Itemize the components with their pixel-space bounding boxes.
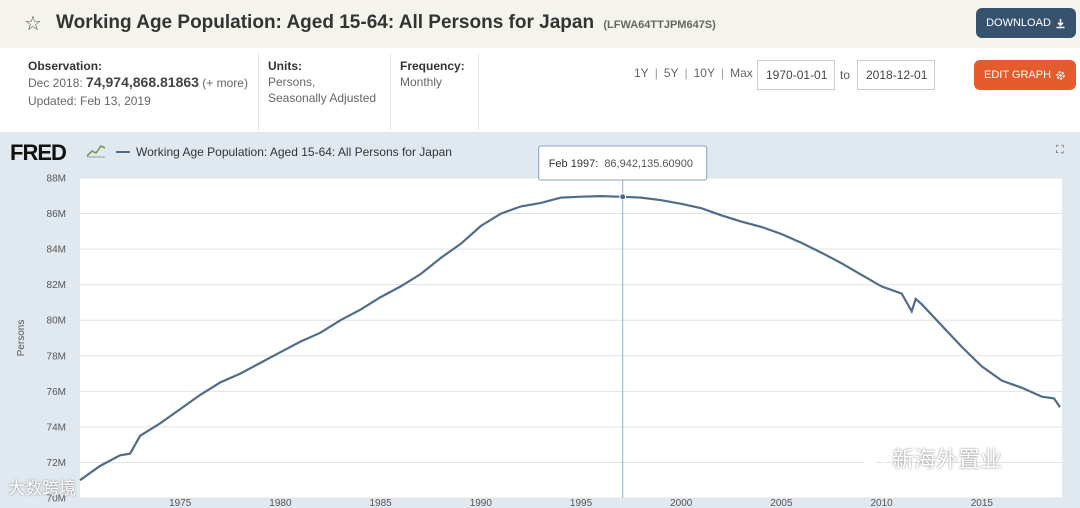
range-5y-button[interactable]: 5Y [663,66,679,80]
download-icon [1056,18,1065,28]
range-1y-button[interactable]: 1Y [634,66,649,80]
watermark-left: 大数跨境 [8,479,76,498]
units-value-1: Persons, [268,75,316,89]
y-tick-label: 74M [47,422,66,433]
to-label: to [840,68,851,82]
x-tick-label: 1980 [269,498,292,508]
y-tick-label: 86M [47,209,66,220]
series-line [79,194,1061,482]
fred-logo[interactable]: FRED [10,140,67,165]
y-tick-label: 84M [47,245,66,256]
x-tick-label: 1995 [570,498,593,508]
y-tick-label: 70M [47,494,66,505]
edit-graph-label: EDIT GRAPH [983,69,1052,81]
units-label: Units: [268,59,302,73]
x-tick-labels: 1975 1980 1985 1990 1995 2000 2005 2010 2015 [169,498,993,508]
page-title: Working Age Population: Aged 15-64: All … [56,12,716,34]
x-tick-label: 1975 [169,498,192,508]
y-tick-labels: 70M 72M 74M 76M 78M 80M 82M 84M 86M 88M [47,174,66,505]
gear-icon [1056,70,1065,80]
header-bar: ☆ Working Age Population: Aged 15-64: Al… [0,0,1080,48]
range-max-button[interactable]: Max [730,66,753,80]
legend[interactable]: Working Age Population: Aged 15-64: All … [116,145,452,159]
download-label: DOWNLOAD [986,17,1051,29]
chart-area: 70M 72M 74M 76M 78M 80M 82M 84M 86M 88M 1975 1980 1… [0,132,1080,508]
x-tick-label: 1990 [470,498,493,508]
observation-more-link[interactable]: (+ more) [202,76,248,90]
units-block: Units: Persons, Seasonally Adjusted [268,58,390,106]
y-axis-label: Persons [16,320,27,357]
x-tick-label: 2010 [871,498,894,508]
y-tick-label: 78M [47,351,66,362]
column-divider [478,54,479,130]
y-tick-label: 72M [47,458,66,469]
series-meta: Observation: Dec 2018: 74,974,868.81863 … [0,48,1080,132]
range-separator: | [720,66,725,80]
y-tick-label: 82M [47,280,66,291]
fullscreen-icon[interactable]: ⛶ [1056,144,1064,156]
watermark-right: 新海外置业 [860,442,1002,474]
range-buttons: 1Y | 5Y | 10Y | Max [634,66,753,80]
download-button[interactable]: DOWNLOAD [976,8,1076,38]
observation-date: Dec 2018: [28,76,83,90]
wechat-icon [860,448,885,468]
edit-graph-button[interactable]: EDIT GRAPH [974,60,1076,90]
watermark-right-text: 新海外置业 [892,447,1003,472]
observation-label: Observation: [28,59,103,73]
date-to-input[interactable]: 2018-12-01 [857,60,935,90]
tooltip-text: Feb 1997: 86,942,135.60900 [549,158,693,170]
range-10y-button[interactable]: 10Y [693,66,715,80]
tooltip: Feb 1997: 86,942,135.60900 [538,145,708,181]
hover-point [619,193,627,201]
x-tick-label: 2015 [971,498,994,508]
plot-background [80,178,1062,498]
x-tick-label: 2005 [770,498,793,508]
observation-line: Dec 2018: 74,974,868.81863 (+ more) [28,74,250,91]
frequency-block: Frequency: Monthly [400,58,480,90]
updated-date: Updated: Feb 13, 2019 [28,94,151,108]
tooltip-value: 86,942,135.60900 [604,158,693,170]
series-title: Working Age Population: Aged 15-64: All … [56,12,595,33]
frequency-value: Monthly [400,75,443,89]
y-tick-label: 88M [47,174,66,185]
legend-label: Working Age Population: Aged 15-64: All … [136,145,452,159]
fred-chart-icon [86,142,106,158]
tooltip-box [538,145,708,181]
tooltip-date: Feb 1997: [549,158,599,170]
legend-swatch [116,151,130,153]
series-id: (LFWA64TTJPM647S) [603,19,716,31]
units-value-2: Seasonally Adjusted [268,91,377,105]
column-divider [390,54,391,130]
frequency-label: Frequency: [400,59,465,73]
observation-value: 74,974,868.81863 [86,74,199,90]
range-separator: | [684,66,688,80]
x-tick-label: 1985 [369,498,392,508]
x-tick-label: 2000 [670,498,693,508]
star-outline-icon[interactable]: ☆ [24,13,42,35]
observation-block: Observation: Dec 2018: 74,974,868.81863 … [28,58,250,109]
date-from-input[interactable]: 1970-01-01 [757,60,835,90]
y-tick-label: 80M [47,316,66,327]
column-divider [258,54,259,130]
range-separator: | [654,66,658,80]
y-tick-label: 76M [47,387,66,398]
